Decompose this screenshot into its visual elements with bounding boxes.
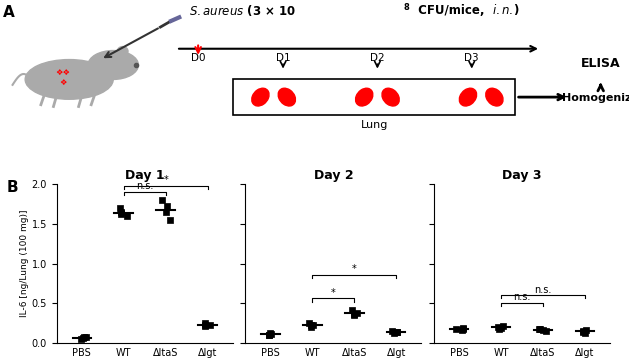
Point [116, 212, 126, 217]
Point [115, 205, 125, 211]
Point [75, 336, 86, 342]
Ellipse shape [382, 88, 399, 106]
Point [349, 312, 359, 318]
Point [116, 209, 126, 215]
Text: ): ) [513, 4, 518, 17]
Ellipse shape [355, 88, 373, 106]
Text: CFU/mice,: CFU/mice, [414, 4, 489, 17]
Point [304, 320, 314, 326]
Point [392, 329, 402, 335]
Text: *: * [164, 175, 168, 185]
Point [157, 197, 167, 203]
Point [162, 209, 172, 215]
Point [458, 326, 468, 331]
Point [347, 307, 357, 313]
Title: Day 1: Day 1 [125, 169, 164, 182]
Point [264, 332, 274, 338]
Ellipse shape [25, 60, 113, 99]
Point [306, 322, 316, 327]
Point [457, 327, 467, 333]
Point [200, 320, 210, 326]
Text: ELISA: ELISA [581, 57, 620, 70]
Text: B: B [6, 180, 18, 196]
Point [535, 327, 545, 332]
Point [578, 329, 588, 335]
Text: n.s.: n.s. [535, 284, 552, 295]
Point [79, 334, 89, 339]
Point [496, 325, 506, 331]
Text: $\it{i.n.}$: $\it{i.n.}$ [492, 3, 513, 17]
Text: 8: 8 [404, 3, 409, 12]
Point [578, 328, 588, 334]
Ellipse shape [117, 47, 128, 56]
Point [450, 327, 460, 332]
Point [200, 322, 210, 327]
Point [534, 326, 544, 331]
Point [498, 323, 508, 329]
Text: D3: D3 [464, 53, 479, 64]
Point [350, 312, 360, 317]
Point [265, 331, 276, 337]
Title: Day 3: Day 3 [503, 169, 542, 182]
Ellipse shape [486, 88, 503, 106]
Point [77, 335, 87, 341]
Point [389, 330, 399, 335]
Point [205, 323, 215, 329]
Point [538, 327, 548, 333]
Text: n.s.: n.s. [136, 181, 153, 191]
Point [265, 331, 275, 336]
Y-axis label: IL-6 [ng/Lung (100 mg)]: IL-6 [ng/Lung (100 mg)] [19, 210, 29, 317]
Point [306, 324, 316, 330]
Ellipse shape [278, 88, 296, 106]
Point [392, 329, 402, 335]
Text: Lung: Lung [360, 120, 388, 130]
Text: *: * [331, 288, 336, 298]
Point [387, 328, 398, 334]
Circle shape [88, 51, 138, 79]
Point [493, 324, 503, 330]
Point [352, 310, 362, 316]
Ellipse shape [252, 88, 269, 106]
Point [308, 323, 318, 329]
Text: A: A [3, 5, 15, 21]
Text: D0: D0 [191, 53, 206, 64]
Point [494, 326, 504, 331]
Point [81, 335, 91, 340]
Text: D2: D2 [370, 53, 385, 64]
Point [580, 330, 590, 335]
Point [122, 213, 132, 219]
Text: $\it{S. aureus}$ (3 × 10: $\it{S. aureus}$ (3 × 10 [189, 3, 296, 18]
Text: D1: D1 [276, 53, 291, 64]
Point [542, 328, 552, 334]
Point [165, 217, 175, 223]
Text: ❖❖
❖: ❖❖ ❖ [55, 68, 70, 87]
Point [264, 332, 274, 338]
Point [581, 327, 591, 333]
Title: Day 2: Day 2 [314, 169, 353, 182]
Text: Homogenize: Homogenize [562, 93, 629, 103]
Point [162, 204, 172, 209]
Point [458, 325, 468, 331]
Point [200, 323, 210, 329]
Ellipse shape [459, 88, 477, 106]
FancyBboxPatch shape [233, 79, 515, 115]
Text: *: * [352, 264, 357, 274]
Text: n.s.: n.s. [513, 292, 531, 303]
